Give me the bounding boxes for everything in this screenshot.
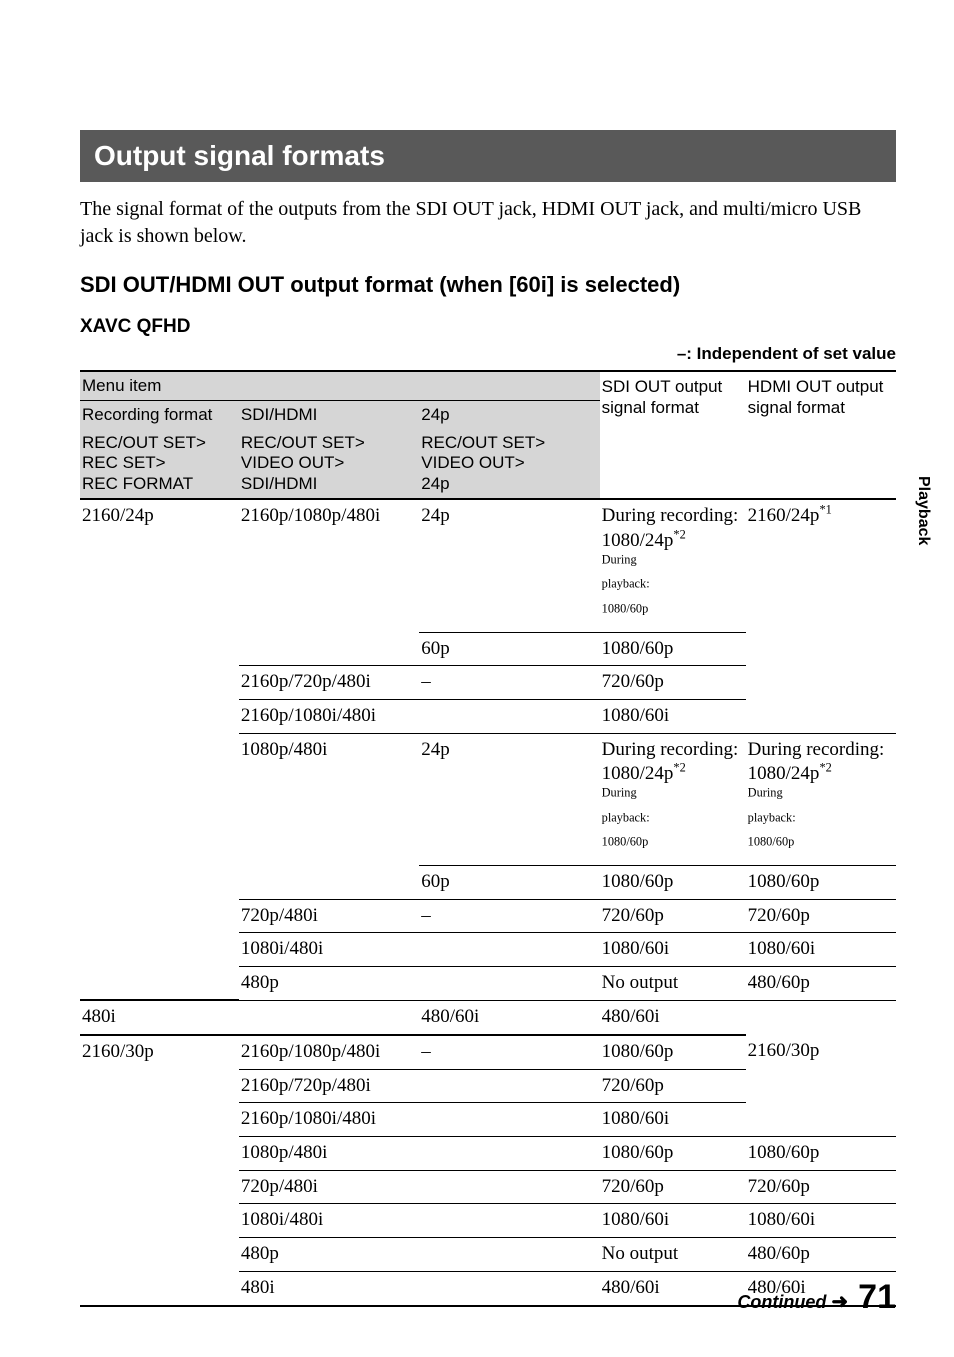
arrow-icon: ➜ [831,1291,848,1313]
cell-sdi-out: 720/60p [600,1170,746,1204]
cell-sdi-out: 1080/60p [600,1137,746,1171]
section-title: Output signal formats [94,140,385,171]
continued-label: Continued ➜ [737,1289,848,1314]
cell-sdi-hdmi: 1080i/480i [239,1204,419,1238]
cell-24p [419,933,599,967]
cell-sdi-hdmi: 2160p/1080i/480i [239,699,419,733]
cell-sdi-out: 1080/60i [600,1103,746,1137]
table-row: 480i 480/60i480/60i [80,1000,896,1035]
cell-hdmi-out: 720/60p [746,1170,896,1204]
cell-sdi-out: 1080/60p [600,866,746,900]
cell-rec-format: 2160/24p [80,499,239,1000]
header-row-top: Menu item SDI OUT outputsignal format HD… [80,371,896,401]
format-table: Menu item SDI OUT outputsignal format HD… [80,370,896,1307]
header-sdi-hdmi-path: REC/OUT SET>VIDEO OUT>SDI/HDMI [239,429,419,499]
page: Output signal formats The signal format … [0,0,954,1307]
cell-24p [239,1000,419,1035]
cell-sdi-out: 720/60p [600,1069,746,1103]
cell-sdi-hdmi: 2160p/720p/480i [239,1069,419,1103]
cell-hdmi-out: 720/60p [746,899,896,933]
cell-sdi-hdmi: 480i [239,1271,419,1305]
legend: –: Independent of set value [80,344,896,364]
header-24p: 24p [419,401,599,430]
cell-hdmi-out: 1080/60p [746,1137,896,1171]
cell-24p [419,1137,599,1171]
cell-sdi-out: 480/60i [600,1271,746,1305]
side-tab: Playback [914,476,932,545]
cell-24p [419,967,599,1001]
table-row: 2160/24p2160p/1080p/480i24pDuring record… [80,499,896,632]
codec-heading: XAVC QFHD [80,316,896,338]
cell-24p: 24p [419,733,599,865]
footer: Continued ➜ 71 [737,1278,896,1317]
cell-sdi-hdmi: 720p/480i [239,899,419,933]
cell-24p [419,1204,599,1238]
cell-hdmi-out: 480/60p [746,967,896,1001]
cell-24p [419,1170,599,1204]
cell-24p [419,1271,599,1305]
header-sdi-out: SDI OUT outputsignal format [600,371,746,499]
cell-sdi-hdmi: 2160p/1080i/480i [239,1103,419,1137]
cell-24p [419,1103,599,1137]
cell-rec-format: 2160/30p [80,1035,239,1306]
cell-sdi-out: 1080/60i [600,933,746,967]
cell-hdmi-out: 2160/24p*1 [746,499,896,733]
cell-sdi-hdmi: 480p [239,967,419,1001]
cell-sdi-hdmi: 480i [80,1000,239,1035]
cell-sdi-out: 1080/60p [600,1035,746,1069]
page-number: 71 [858,1278,896,1317]
cell-24p [419,1069,599,1103]
cell-sdi-out: During recording:1080/24p*2Duringplaybac… [600,733,746,865]
header-rec-format-path: REC/OUT SET>REC SET>REC FORMAT [80,429,239,499]
cell-24p [419,699,599,733]
cell-hdmi-out: 2160/30p [746,1035,896,1137]
table-row: 2160/30p2160p/1080p/480i–1080/60p2160/30… [80,1035,896,1069]
cell-sdi-hdmi: 1080p/480i [239,1137,419,1171]
cell-hdmi-out: 480/60i [600,1000,746,1035]
cell-sdi-hdmi: 2160p/1080p/480i [239,1035,419,1069]
subheading: SDI OUT/HDMI OUT output format (when [60… [80,272,896,298]
cell-hdmi-out: 1080/60p [746,866,896,900]
intro-text: The signal format of the outputs from th… [80,196,896,250]
cell-24p: 24p [419,499,599,632]
cell-sdi-hdmi: 2160p/720p/480i [239,666,419,700]
cell-24p: – [419,1035,599,1069]
cell-sdi-out: 720/60p [600,899,746,933]
cell-24p: – [419,666,599,700]
cell-sdi-out: No output [600,967,746,1001]
cell-hdmi-out: During recording:1080/24p*2Duringplaybac… [746,733,896,865]
cell-hdmi-out: 1080/60i [746,933,896,967]
cell-sdi-out: 1080/60i [600,1204,746,1238]
cell-24p: 60p [419,866,599,900]
header-rec-format: Recording format [80,401,239,430]
cell-sdi-out: No output [600,1238,746,1272]
cell-24p [419,1238,599,1272]
table-body: Menu item SDI OUT outputsignal format HD… [80,371,896,1306]
header-sdi-hdmi: SDI/HDMI [239,401,419,430]
cell-sdi-hdmi: 1080i/480i [239,933,419,967]
cell-sdi-out: 1080/60p [600,632,746,666]
cell-sdi-out: During recording:1080/24p*2Duringplaybac… [600,499,746,632]
cell-sdi-hdmi: 2160p/1080p/480i [239,499,419,666]
header-hdmi-out: HDMI OUT outputsignal format [746,371,896,499]
cell-sdi-hdmi: 480p [239,1238,419,1272]
cell-hdmi-out: 1080/60i [746,1204,896,1238]
cell-sdi-hdmi: 720p/480i [239,1170,419,1204]
header-24p-path: REC/OUT SET>VIDEO OUT>24p [419,429,599,499]
cell-hdmi-out: 480/60p [746,1238,896,1272]
cell-sdi-out: 720/60p [600,666,746,700]
cell-24p: 60p [419,632,599,666]
cell-24p: – [419,899,599,933]
header-menu-item: Menu item [80,371,600,401]
section-title-bar: Output signal formats [80,130,896,182]
cell-sdi-hdmi: 1080p/480i [239,733,419,899]
cell-sdi-out: 1080/60i [600,699,746,733]
cell-sdi-out: 480/60i [419,1000,599,1035]
